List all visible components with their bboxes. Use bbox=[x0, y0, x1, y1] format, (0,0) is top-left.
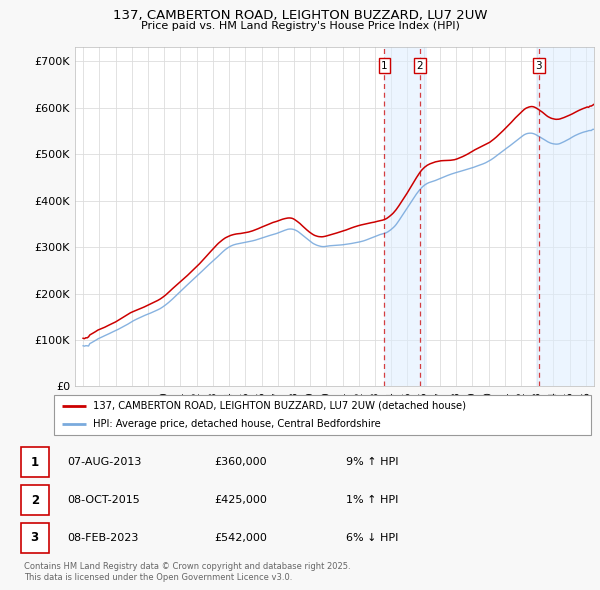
Text: 1: 1 bbox=[381, 61, 388, 71]
Text: £542,000: £542,000 bbox=[214, 533, 267, 543]
Text: 137, CAMBERTON ROAD, LEIGHTON BUZZARD, LU7 2UW (detached house): 137, CAMBERTON ROAD, LEIGHTON BUZZARD, L… bbox=[92, 401, 466, 411]
Bar bbox=[21, 485, 49, 515]
Text: 3: 3 bbox=[31, 532, 39, 545]
Text: £425,000: £425,000 bbox=[214, 495, 267, 505]
Text: 3: 3 bbox=[536, 61, 542, 71]
Text: 137, CAMBERTON ROAD, LEIGHTON BUZZARD, LU7 2UW: 137, CAMBERTON ROAD, LEIGHTON BUZZARD, L… bbox=[113, 9, 487, 22]
Text: 1% ↑ HPI: 1% ↑ HPI bbox=[346, 495, 398, 505]
Text: 6% ↓ HPI: 6% ↓ HPI bbox=[346, 533, 398, 543]
Bar bbox=[385, 47, 427, 386]
Text: 08-FEB-2023: 08-FEB-2023 bbox=[67, 533, 139, 543]
Bar bbox=[21, 447, 49, 477]
Text: 07-AUG-2013: 07-AUG-2013 bbox=[67, 457, 142, 467]
Text: 1: 1 bbox=[31, 455, 39, 468]
Text: 08-OCT-2015: 08-OCT-2015 bbox=[67, 495, 140, 505]
Text: This data is licensed under the Open Government Licence v3.0.: This data is licensed under the Open Gov… bbox=[24, 573, 292, 582]
Text: Contains HM Land Registry data © Crown copyright and database right 2025.: Contains HM Land Registry data © Crown c… bbox=[24, 562, 350, 571]
Text: HPI: Average price, detached house, Central Bedfordshire: HPI: Average price, detached house, Cent… bbox=[92, 419, 380, 429]
Bar bbox=[536, 47, 594, 386]
Text: 2: 2 bbox=[31, 493, 39, 507]
Text: Price paid vs. HM Land Registry's House Price Index (HPI): Price paid vs. HM Land Registry's House … bbox=[140, 21, 460, 31]
Text: 2: 2 bbox=[416, 61, 423, 71]
Bar bbox=[21, 523, 49, 553]
Text: £360,000: £360,000 bbox=[214, 457, 266, 467]
Text: 9% ↑ HPI: 9% ↑ HPI bbox=[346, 457, 399, 467]
